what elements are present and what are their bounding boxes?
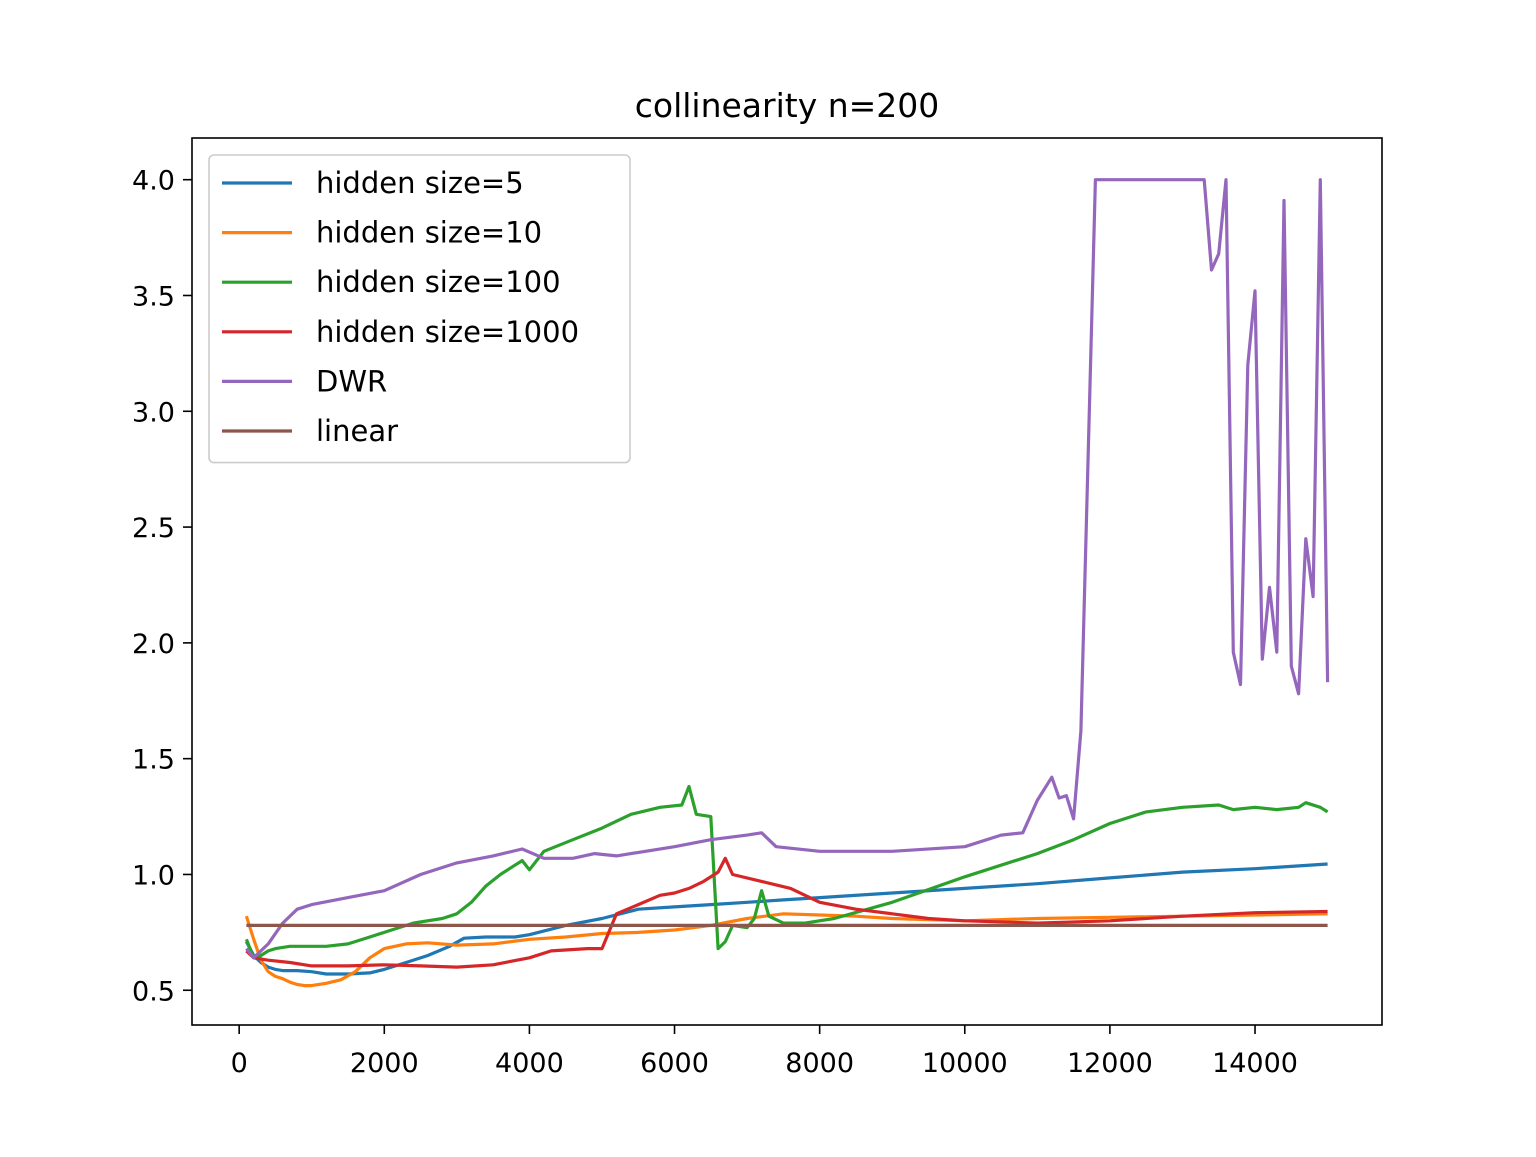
legend[interactable]: hidden size=5 hidden size=10 hidden size=1… <box>208 154 631 464</box>
legend-item[interactable]: hidden size=1000 <box>222 315 579 349</box>
y-tick-label: 1.0 <box>132 860 175 891</box>
y-tick-label: 2.0 <box>132 629 175 660</box>
x-tick-label: 12000 <box>1067 1048 1153 1079</box>
series-line-4 <box>245 178 1330 960</box>
legend-label: hidden size=1000 <box>316 315 579 349</box>
y-tick-label: 3.0 <box>132 397 175 428</box>
x-tick-label: 10000 <box>922 1048 1008 1079</box>
legend-label: hidden size=10 <box>316 216 542 250</box>
series-line-3 <box>245 856 1328 969</box>
x-tick-label: 14000 <box>1212 1048 1298 1079</box>
y-tick-label: 2.5 <box>132 513 175 544</box>
legend-label: DWR <box>316 364 387 398</box>
x-tick-label: 4000 <box>495 1048 564 1079</box>
x-axis: 0 2000 4000 6000 8000 10000 12000 14000 <box>231 1025 1298 1079</box>
series-line-2 <box>244 784 1329 960</box>
x-tick-label: 2000 <box>350 1048 419 1079</box>
legend-label: hidden size=5 <box>316 166 524 200</box>
legend-item[interactable]: hidden size=10 <box>222 216 542 250</box>
x-tick-label: 0 <box>231 1048 248 1079</box>
series-layer <box>244 178 1330 988</box>
legend-item[interactable]: linear <box>222 414 398 448</box>
legend-item[interactable]: hidden size=100 <box>222 265 561 299</box>
legend-label: hidden size=100 <box>316 265 561 299</box>
legend-box <box>208 154 631 464</box>
chart-title: collinearity n=200 <box>635 86 940 125</box>
x-tick-label: 8000 <box>785 1048 854 1079</box>
axes-frame <box>191 137 1383 1026</box>
y-axis: 0.5 1.0 1.5 2.0 2.5 3.0 3.5 4.0 <box>132 166 192 1007</box>
y-tick-label: 3.5 <box>132 281 175 312</box>
y-tick-label: 4.0 <box>132 166 175 197</box>
legend-item[interactable]: hidden size=5 <box>222 166 524 200</box>
x-tick-label: 6000 <box>640 1048 709 1079</box>
y-tick-label: 1.5 <box>132 745 175 776</box>
legend-label: linear <box>316 414 398 448</box>
y-tick-label: 0.5 <box>132 976 175 1007</box>
legend-item[interactable]: DWR <box>222 364 387 398</box>
